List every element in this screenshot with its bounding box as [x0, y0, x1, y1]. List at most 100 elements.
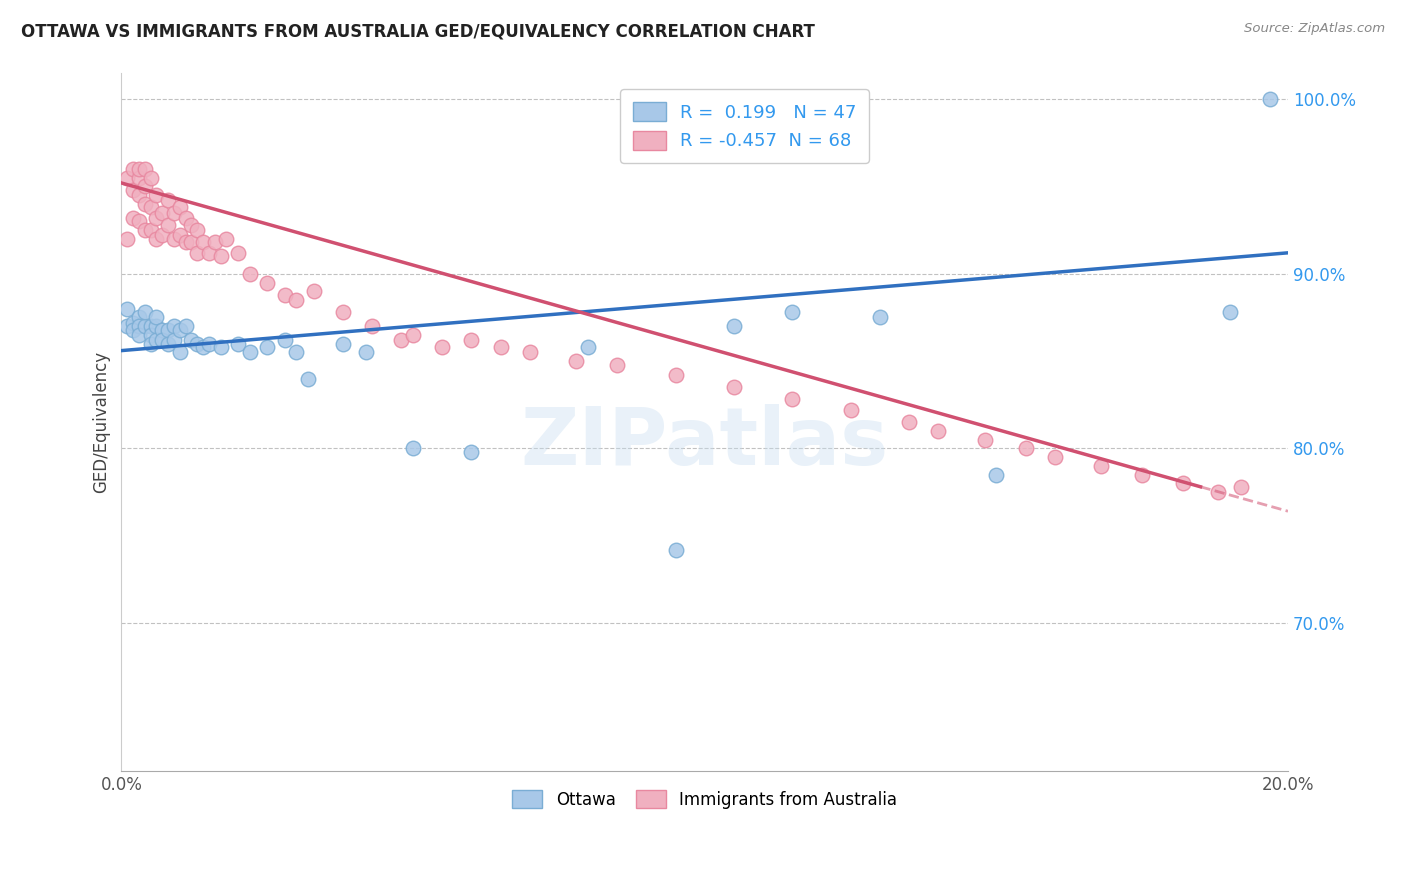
- Point: [128, 170, 150, 185]
- Point: [191, 235, 214, 250]
- Point: [134, 197, 156, 211]
- Point: [1219, 305, 1241, 319]
- Point: [576, 340, 599, 354]
- Point: [897, 415, 920, 429]
- Point: [145, 211, 167, 225]
- Point: [723, 319, 745, 334]
- Point: [150, 205, 173, 219]
- Point: [128, 214, 150, 228]
- Point: [174, 235, 197, 250]
- Point: [134, 161, 156, 176]
- Point: [927, 424, 949, 438]
- Point: [169, 345, 191, 359]
- Point: [186, 245, 208, 260]
- Point: [226, 336, 249, 351]
- Point: [460, 333, 482, 347]
- Text: Source: ZipAtlas.com: Source: ZipAtlas.com: [1244, 22, 1385, 36]
- Point: [1090, 458, 1112, 473]
- Point: [204, 235, 226, 250]
- Point: [169, 228, 191, 243]
- Point: [986, 467, 1008, 482]
- Point: [145, 232, 167, 246]
- Point: [163, 232, 186, 246]
- Point: [122, 211, 145, 225]
- Point: [664, 542, 686, 557]
- Point: [128, 319, 150, 334]
- Point: [215, 232, 238, 246]
- Point: [460, 445, 482, 459]
- Point: [274, 287, 297, 301]
- Point: [780, 305, 803, 319]
- Point: [1260, 92, 1282, 106]
- Point: [180, 218, 202, 232]
- Point: [134, 305, 156, 319]
- Point: [122, 316, 145, 330]
- Text: ZIPatlas: ZIPatlas: [520, 404, 889, 483]
- Point: [157, 218, 180, 232]
- Point: [723, 380, 745, 394]
- Point: [1230, 480, 1253, 494]
- Point: [122, 183, 145, 197]
- Point: [128, 161, 150, 176]
- Point: [139, 336, 162, 351]
- Point: [402, 442, 425, 456]
- Point: [134, 223, 156, 237]
- Point: [139, 319, 162, 334]
- Point: [169, 323, 191, 337]
- Legend: Ottawa, Immigrants from Australia: Ottawa, Immigrants from Australia: [506, 783, 904, 815]
- Point: [157, 323, 180, 337]
- Point: [285, 345, 308, 359]
- Point: [239, 345, 262, 359]
- Point: [117, 232, 139, 246]
- Point: [565, 354, 588, 368]
- Point: [191, 340, 214, 354]
- Point: [139, 327, 162, 342]
- Point: [198, 336, 221, 351]
- Point: [664, 368, 686, 382]
- Point: [780, 392, 803, 407]
- Point: [150, 228, 173, 243]
- Point: [332, 305, 354, 319]
- Point: [402, 327, 425, 342]
- Point: [186, 336, 208, 351]
- Point: [186, 223, 208, 237]
- Point: [256, 340, 278, 354]
- Text: OTTAWA VS IMMIGRANTS FROM AUSTRALIA GED/EQUIVALENCY CORRELATION CHART: OTTAWA VS IMMIGRANTS FROM AUSTRALIA GED/…: [21, 22, 815, 40]
- Point: [139, 201, 162, 215]
- Point: [139, 223, 162, 237]
- Y-axis label: GED/Equivalency: GED/Equivalency: [93, 351, 110, 493]
- Point: [150, 333, 173, 347]
- Point: [145, 333, 167, 347]
- Point: [174, 211, 197, 225]
- Point: [226, 245, 249, 260]
- Point: [361, 319, 384, 334]
- Point: [117, 170, 139, 185]
- Point: [145, 310, 167, 325]
- Point: [274, 333, 297, 347]
- Point: [157, 336, 180, 351]
- Point: [869, 310, 891, 325]
- Point: [489, 340, 512, 354]
- Point: [432, 340, 454, 354]
- Point: [209, 340, 232, 354]
- Point: [1171, 476, 1194, 491]
- Point: [139, 170, 162, 185]
- Point: [332, 336, 354, 351]
- Point: [285, 293, 308, 307]
- Point: [169, 201, 191, 215]
- Point: [145, 319, 167, 334]
- Point: [209, 249, 232, 263]
- Point: [519, 345, 541, 359]
- Point: [134, 179, 156, 194]
- Point: [128, 310, 150, 325]
- Point: [1043, 450, 1066, 464]
- Point: [122, 323, 145, 337]
- Point: [297, 371, 319, 385]
- Point: [239, 267, 262, 281]
- Point: [302, 284, 325, 298]
- Point: [122, 161, 145, 176]
- Point: [163, 205, 186, 219]
- Point: [973, 433, 995, 447]
- Point: [157, 194, 180, 208]
- Point: [145, 188, 167, 202]
